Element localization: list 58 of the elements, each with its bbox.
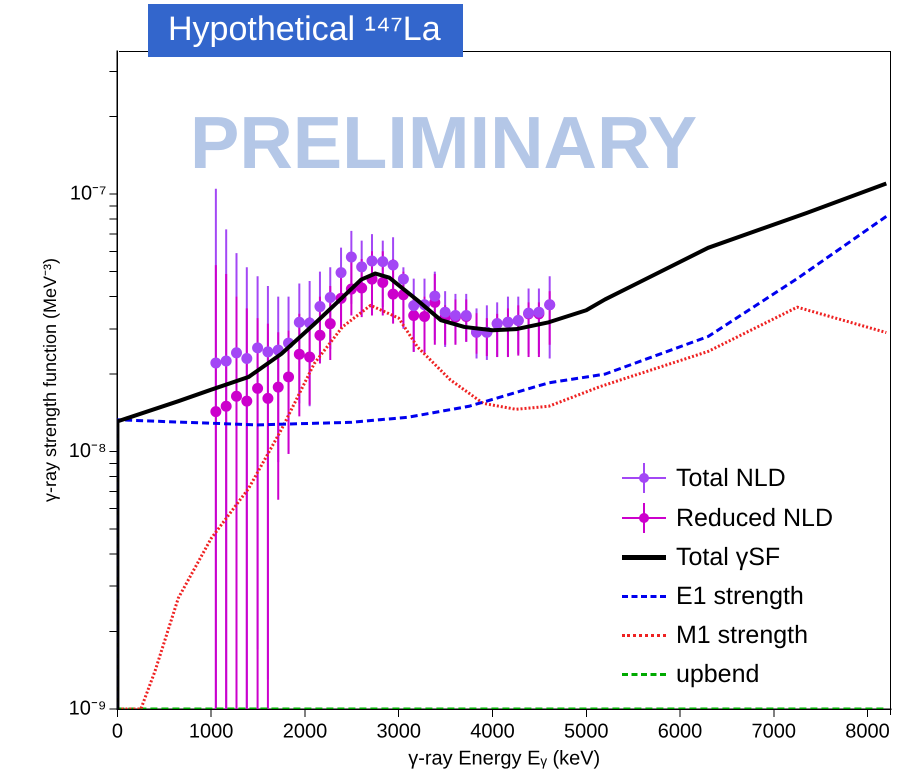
point: [314, 330, 326, 341]
point: [220, 400, 232, 412]
point: [314, 301, 326, 312]
point: [230, 390, 242, 402]
point: [346, 252, 357, 263]
legend-label: E1 strength: [676, 582, 805, 611]
point: [283, 371, 294, 382]
point: [262, 392, 274, 404]
point: [294, 316, 305, 328]
x-tick-label: 5000: [564, 720, 609, 743]
point: [356, 261, 368, 272]
point: [210, 357, 222, 368]
x-tick-label: 6000: [658, 720, 702, 743]
point: [241, 396, 252, 407]
legend-label: Total γSF: [676, 543, 782, 572]
point: [336, 267, 347, 278]
point: [220, 355, 232, 366]
y-tick-label: 10⁻⁷: [70, 182, 106, 205]
point: [419, 310, 430, 322]
x-tick-label: 1000: [188, 720, 234, 743]
y-axis-title: γ-ray strength function (MeV⁻³): [40, 258, 60, 502]
point: [252, 342, 264, 354]
point: [377, 256, 388, 268]
point: [398, 274, 409, 285]
point: [324, 318, 336, 330]
point: [388, 259, 399, 270]
point: [272, 382, 284, 393]
x-axis-title: γ-ray Energy Eᵧ (keV): [408, 748, 600, 770]
point: [252, 382, 264, 394]
x-tick-label: 2000: [282, 720, 328, 743]
point: [356, 282, 368, 294]
point: [408, 310, 420, 321]
y-tick-label: 10⁻⁸: [68, 440, 106, 462]
point: [262, 346, 274, 358]
point: [388, 288, 399, 300]
x-tick-label: 7000: [752, 720, 796, 743]
chart-title: Hypothetical ¹⁴⁷La: [148, 4, 463, 57]
annotation: PRELIMINARY: [190, 100, 698, 185]
legend-label: Reduced NLD: [676, 504, 833, 532]
point: [440, 306, 451, 318]
y-tick-label: 10⁻⁹: [68, 698, 106, 720]
x-tick-label: 8000: [845, 720, 890, 743]
point: [304, 352, 316, 363]
point: [408, 300, 420, 312]
point: [324, 292, 336, 303]
x-tick-label: 4000: [470, 720, 515, 743]
legend-label: upbend: [676, 660, 760, 689]
point: [366, 256, 378, 267]
point: [377, 276, 388, 288]
legend-label: Total NLD: [676, 464, 787, 492]
point: [294, 348, 305, 360]
point: [230, 347, 242, 358]
point: [210, 406, 222, 418]
x-tick-label: 0: [112, 720, 123, 743]
point: [429, 290, 440, 302]
legend-label: M1 strength: [676, 621, 809, 650]
x-tick-label: 3000: [376, 720, 421, 743]
point: [241, 352, 252, 364]
